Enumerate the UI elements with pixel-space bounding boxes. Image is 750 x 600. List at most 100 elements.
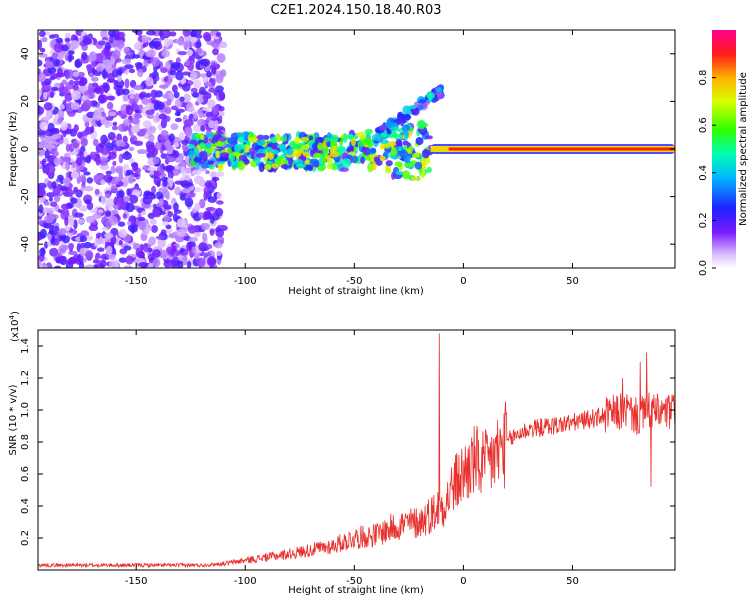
heatmap-blob xyxy=(88,52,97,62)
heatmap-blob xyxy=(411,176,422,181)
heatmap-blob xyxy=(173,202,179,212)
heatmap-blob xyxy=(218,115,223,121)
heatmap-blob xyxy=(130,224,135,234)
heatmap-blob xyxy=(158,198,164,206)
heatmap-blob xyxy=(72,254,81,262)
x-tick-label: -100 xyxy=(234,576,257,587)
heatmap-blob xyxy=(72,71,80,78)
heatmap-blob xyxy=(112,121,118,126)
heatmap-blob xyxy=(414,161,423,170)
heatmap-blob xyxy=(237,160,245,171)
heatmap-blob xyxy=(121,151,132,160)
colorbar-tick-label: 0.4 xyxy=(698,165,709,181)
heatmap-blob xyxy=(143,242,149,253)
heatmap-blob xyxy=(248,137,259,142)
y-tick-label: 0 xyxy=(20,146,31,152)
heatmap-blob xyxy=(300,145,310,151)
heatmap-blob xyxy=(181,139,189,145)
heatmap-blob xyxy=(54,239,60,246)
heatmap-blob xyxy=(152,249,161,258)
heatmap-blob xyxy=(160,67,168,73)
spectrogram-y-label: Frequency (Hz) xyxy=(8,111,19,187)
heatmap-blob xyxy=(124,64,134,70)
heatmap-blob xyxy=(43,78,52,86)
heatmap-blob xyxy=(123,245,132,251)
heatmap-blob xyxy=(138,221,147,231)
heatmap-blob xyxy=(180,180,191,189)
heatmap-blob xyxy=(145,77,154,87)
snr-x-ticks: -150 -100 -50 0 50 xyxy=(125,330,579,587)
heatmap-blob xyxy=(48,229,58,236)
heatmap-blob xyxy=(302,151,310,157)
heatmap-blob xyxy=(122,196,131,202)
heatmap-blob xyxy=(41,207,51,214)
heatmap-blob xyxy=(45,108,53,118)
heatmap-blob xyxy=(233,143,242,153)
heatmap-blob xyxy=(100,134,108,145)
heatmap-blob xyxy=(63,137,69,145)
heatmap-blob xyxy=(421,149,430,159)
heatmap-blob xyxy=(79,242,86,249)
heatmap-blob xyxy=(52,186,61,196)
heatmap-blob xyxy=(132,54,140,59)
x-tick-label: 50 xyxy=(566,276,579,287)
heatmap-blob xyxy=(427,92,433,102)
heatmap-blob xyxy=(351,138,357,147)
heatmap-blob xyxy=(77,71,85,78)
heatmap-blob xyxy=(182,30,191,37)
heatmap-blob xyxy=(166,98,172,106)
heatmap-blob xyxy=(173,142,179,148)
heatmap-blob xyxy=(94,188,100,195)
heatmap-blob xyxy=(357,140,365,147)
heatmap-blob xyxy=(44,128,55,137)
heatmap-blob xyxy=(125,255,134,265)
heatmap-blob xyxy=(270,136,278,144)
heatmap-blob xyxy=(237,135,245,144)
x-tick-label: -150 xyxy=(125,276,148,287)
heatmap-blob xyxy=(145,30,156,36)
heatmap-blob xyxy=(152,208,161,216)
heatmap-blob xyxy=(217,126,222,133)
heatmap-blob xyxy=(161,221,169,226)
heatmap-blob xyxy=(392,131,398,138)
heatmap-blob xyxy=(39,247,46,257)
heatmap-blob xyxy=(212,48,219,56)
heatmap-blob xyxy=(111,49,121,60)
heatmap-blob xyxy=(79,174,87,184)
heatmap-blob xyxy=(107,131,116,141)
heatmap-blob xyxy=(161,49,170,58)
heatmap-blob xyxy=(159,134,165,141)
heatmap-blob xyxy=(81,51,88,61)
heatmap-blob xyxy=(148,133,155,143)
spectrogram-x-ticks: -150 -100 -50 0 50 xyxy=(125,30,579,287)
heatmap-blob xyxy=(44,214,54,224)
heatmap-blob xyxy=(115,79,125,89)
heatmap-blob xyxy=(82,99,93,109)
heatmap-blob xyxy=(198,242,208,252)
heatmap-blob xyxy=(179,96,185,102)
heatmap-blob xyxy=(96,247,105,252)
heatmap-blob xyxy=(200,222,210,231)
heatmap-blob xyxy=(93,264,98,268)
heatmap-blob xyxy=(276,143,286,149)
heatmap-blob xyxy=(435,87,442,92)
heatmap-blob xyxy=(105,170,113,175)
heatmap-blob xyxy=(160,30,170,37)
heatmap-blob xyxy=(53,194,61,203)
heatmap-blob xyxy=(92,111,103,121)
heatmap-blob xyxy=(339,167,349,172)
heatmap-blob xyxy=(47,66,57,74)
heatmap-blob xyxy=(53,157,63,165)
heatmap-blob xyxy=(83,171,91,176)
heatmap-blob xyxy=(60,44,69,52)
x-tick-label: -50 xyxy=(346,576,362,587)
heatmap-blob xyxy=(43,102,53,111)
heatmap-blob xyxy=(195,41,202,49)
heatmap-blob xyxy=(145,109,155,115)
heatmap-blob xyxy=(309,158,320,166)
heatmap-blob xyxy=(107,111,117,117)
heatmap-blob xyxy=(351,155,359,164)
heatmap-blob xyxy=(51,181,57,189)
heatmap-blob xyxy=(59,104,65,110)
heatmap-blob xyxy=(294,136,301,144)
